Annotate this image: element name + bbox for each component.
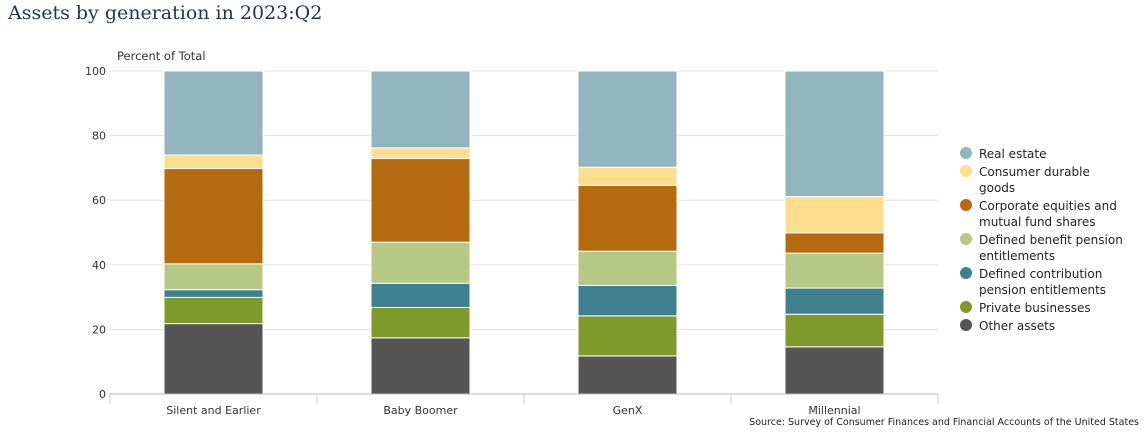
bar-segment[interactable] <box>784 70 885 198</box>
source-note: Source: Survey of Consumer Finances and … <box>749 417 1139 428</box>
legend-swatch <box>960 319 972 331</box>
bar-segment[interactable] <box>370 306 471 339</box>
legend-item[interactable]: Other assets <box>960 318 1140 334</box>
legend-swatch <box>960 233 972 245</box>
chart-title: Assets by generation in 2023:Q2 <box>8 2 323 24</box>
x-tick-label: Millennial <box>808 404 860 417</box>
legend-swatch <box>960 147 972 159</box>
bar-segment[interactable] <box>577 284 678 317</box>
legend-label: Consumer durable goods <box>979 165 1090 195</box>
bar-segment[interactable] <box>784 313 885 348</box>
bar-segment[interactable] <box>577 355 678 395</box>
bar-segment[interactable] <box>163 323 264 395</box>
y-tick-label: 20 <box>92 323 106 336</box>
legend-label: Defined benefit pension entitlements <box>979 233 1123 263</box>
bar-segment[interactable] <box>370 337 471 395</box>
legend-item[interactable]: Defined contribution pension entitlement… <box>960 266 1140 298</box>
bar-segment[interactable] <box>370 282 471 308</box>
legend-item[interactable]: Consumer durable goods <box>960 164 1140 196</box>
bar-segment[interactable] <box>577 315 678 357</box>
bar-segment[interactable] <box>784 346 885 395</box>
legend-label: Defined contribution pension entitlement… <box>979 267 1107 297</box>
bar-segment[interactable] <box>577 184 678 252</box>
bar-segment[interactable] <box>163 168 264 265</box>
legend-swatch <box>960 199 972 211</box>
y-tick-label: 80 <box>92 130 106 143</box>
y-tick-label: 0 <box>99 388 106 401</box>
y-axis-label: Percent of Total <box>117 49 206 63</box>
bar-segment[interactable] <box>370 147 471 160</box>
legend-item[interactable]: Private businesses <box>960 300 1140 316</box>
bar-segment[interactable] <box>577 70 678 168</box>
y-tick-label: 100 <box>85 65 106 78</box>
legend-item[interactable]: Real estate <box>960 146 1140 162</box>
y-tick-label: 40 <box>92 259 106 272</box>
legend-item[interactable]: Defined benefit pension entitlements <box>960 232 1140 264</box>
bar-segment[interactable] <box>577 250 678 286</box>
legend-swatch <box>960 301 972 313</box>
bar-segment[interactable] <box>784 232 885 254</box>
bars <box>163 70 885 395</box>
bar-segment[interactable] <box>163 70 264 156</box>
bar-segment[interactable] <box>163 289 264 298</box>
x-tick-label: Silent and Earlier <box>166 404 261 417</box>
bar-segment[interactable] <box>784 252 885 289</box>
bar-segment[interactable] <box>577 166 678 186</box>
bar-segment[interactable] <box>163 296 264 325</box>
x-tick-label: GenX <box>613 404 643 417</box>
legend-swatch <box>960 267 972 279</box>
bar-segment[interactable] <box>370 158 471 243</box>
legend-swatch <box>960 165 972 177</box>
legend-item[interactable]: Corporate equities and mutual fund share… <box>960 198 1140 230</box>
legend-label: Private businesses <box>979 301 1091 315</box>
legend-label: Real estate <box>979 147 1047 161</box>
legend-label: Corporate equities and mutual fund share… <box>979 199 1117 229</box>
bar-segment[interactable] <box>370 241 471 284</box>
bar-segment[interactable] <box>163 154 264 170</box>
y-tick-label: 60 <box>92 194 106 207</box>
bar-segment[interactable] <box>784 287 885 315</box>
x-tick-label: Baby Boomer <box>383 404 458 417</box>
bar-segment[interactable] <box>370 70 471 149</box>
legend-label: Other assets <box>979 319 1056 333</box>
bar-segment[interactable] <box>784 196 885 234</box>
chart-legend: Real estate Consumer durable goods Corpora… <box>960 146 1140 336</box>
bar-segment[interactable] <box>163 263 264 291</box>
axes: 0 20 40 60 80 100 Silent and Earlier Baby Boome… <box>85 65 939 417</box>
